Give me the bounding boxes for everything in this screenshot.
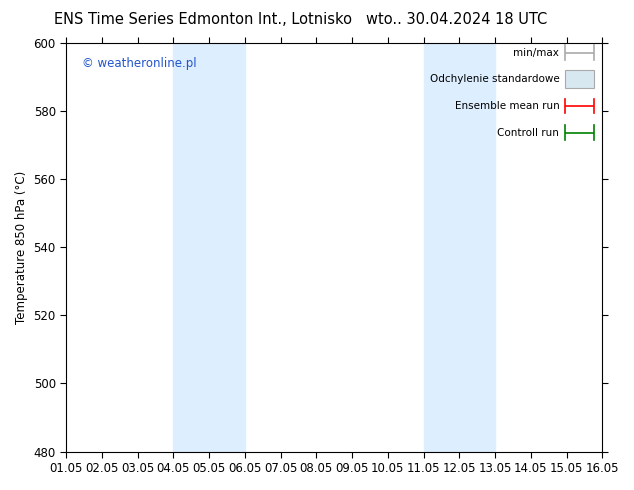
Text: © weatheronline.pl: © weatheronline.pl [82, 57, 197, 70]
FancyBboxPatch shape [565, 71, 594, 88]
Text: wto.. 30.04.2024 18 UTC: wto.. 30.04.2024 18 UTC [366, 12, 547, 27]
Text: Odchylenie standardowe: Odchylenie standardowe [430, 74, 559, 84]
Y-axis label: Temperature 850 hPa (°C): Temperature 850 hPa (°C) [15, 171, 28, 324]
Text: ENS Time Series Edmonton Int., Lotnisko: ENS Time Series Edmonton Int., Lotnisko [54, 12, 352, 27]
Bar [424, 43, 495, 452]
Bar [174, 43, 245, 452]
Text: min/max: min/max [514, 48, 559, 58]
Text: Controll run: Controll run [498, 127, 559, 138]
Text: Ensemble mean run: Ensemble mean run [455, 101, 559, 111]
